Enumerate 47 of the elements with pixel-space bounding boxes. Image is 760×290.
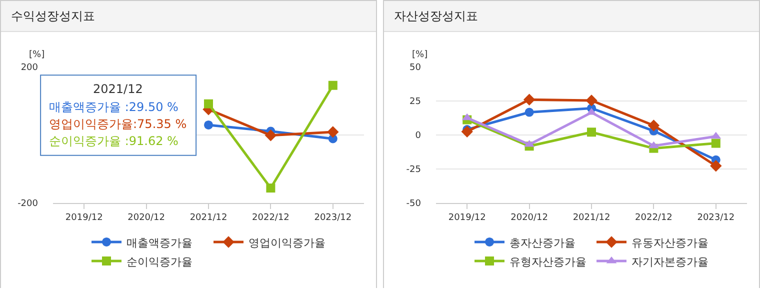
point [204,120,213,130]
point [586,94,598,106]
point [328,80,338,90]
x-tick-label: 2022/12 [252,212,290,223]
chart-title: 자산성장성지표 [384,1,759,32]
x-tick-label: 2023/12 [697,212,735,223]
point [523,94,536,106]
x-tick-label: 2019/12 [448,212,486,223]
y-tick-label: 50 [410,63,422,74]
point [327,126,339,138]
x-tick-label: 2023/12 [314,212,352,223]
annotation: 매출액증가율 :29.50 % [49,100,178,114]
legend-label: 매출액증가율 [126,236,192,250]
x-tick-label: 2022/12 [635,212,672,223]
x-tick-label: 2020/12 [510,212,548,223]
point [204,99,213,108]
y-axis-title: [%] [412,50,428,60]
legend-label: 자기자본증가율 [632,255,708,268]
point [461,126,473,138]
point [710,160,722,172]
x-tick-label: 2021/12 [572,212,610,223]
point [266,184,276,193]
legend-label: 유형자산증가율 [510,255,586,268]
annotation: 2021/12 [93,82,143,96]
annotation: 영업이익증가율:75.35 % [49,117,187,131]
y-tick-label: -200 [18,199,38,210]
point [587,128,596,137]
legend-label: 총자산증가율 [510,236,576,250]
point [648,120,660,132]
y-tick-label: -25 [406,165,421,176]
chart-title: 수익성장성지표 [1,1,376,32]
point [264,129,277,142]
legend-label: 영업이익증가율 [248,236,326,250]
y-tick-label: 25 [410,97,421,108]
y-tick-label: -50 [406,199,422,210]
legend-label: 유동자산증가율 [632,236,708,250]
point [524,108,534,117]
point [711,138,720,148]
x-tick-label: 2021/12 [190,212,228,223]
point [648,141,659,148]
legend-label: 순이익증가율 [126,255,192,268]
y-tick-label: 200 [20,63,38,74]
y-axis-title: [%] [29,50,45,60]
y-tick-label: 0 [415,131,422,142]
annotation: 순이익증가율 :91.62 % [49,134,178,148]
x-tick-label: 2019/12 [65,212,103,223]
x-tick-label: 2020/12 [128,212,165,223]
